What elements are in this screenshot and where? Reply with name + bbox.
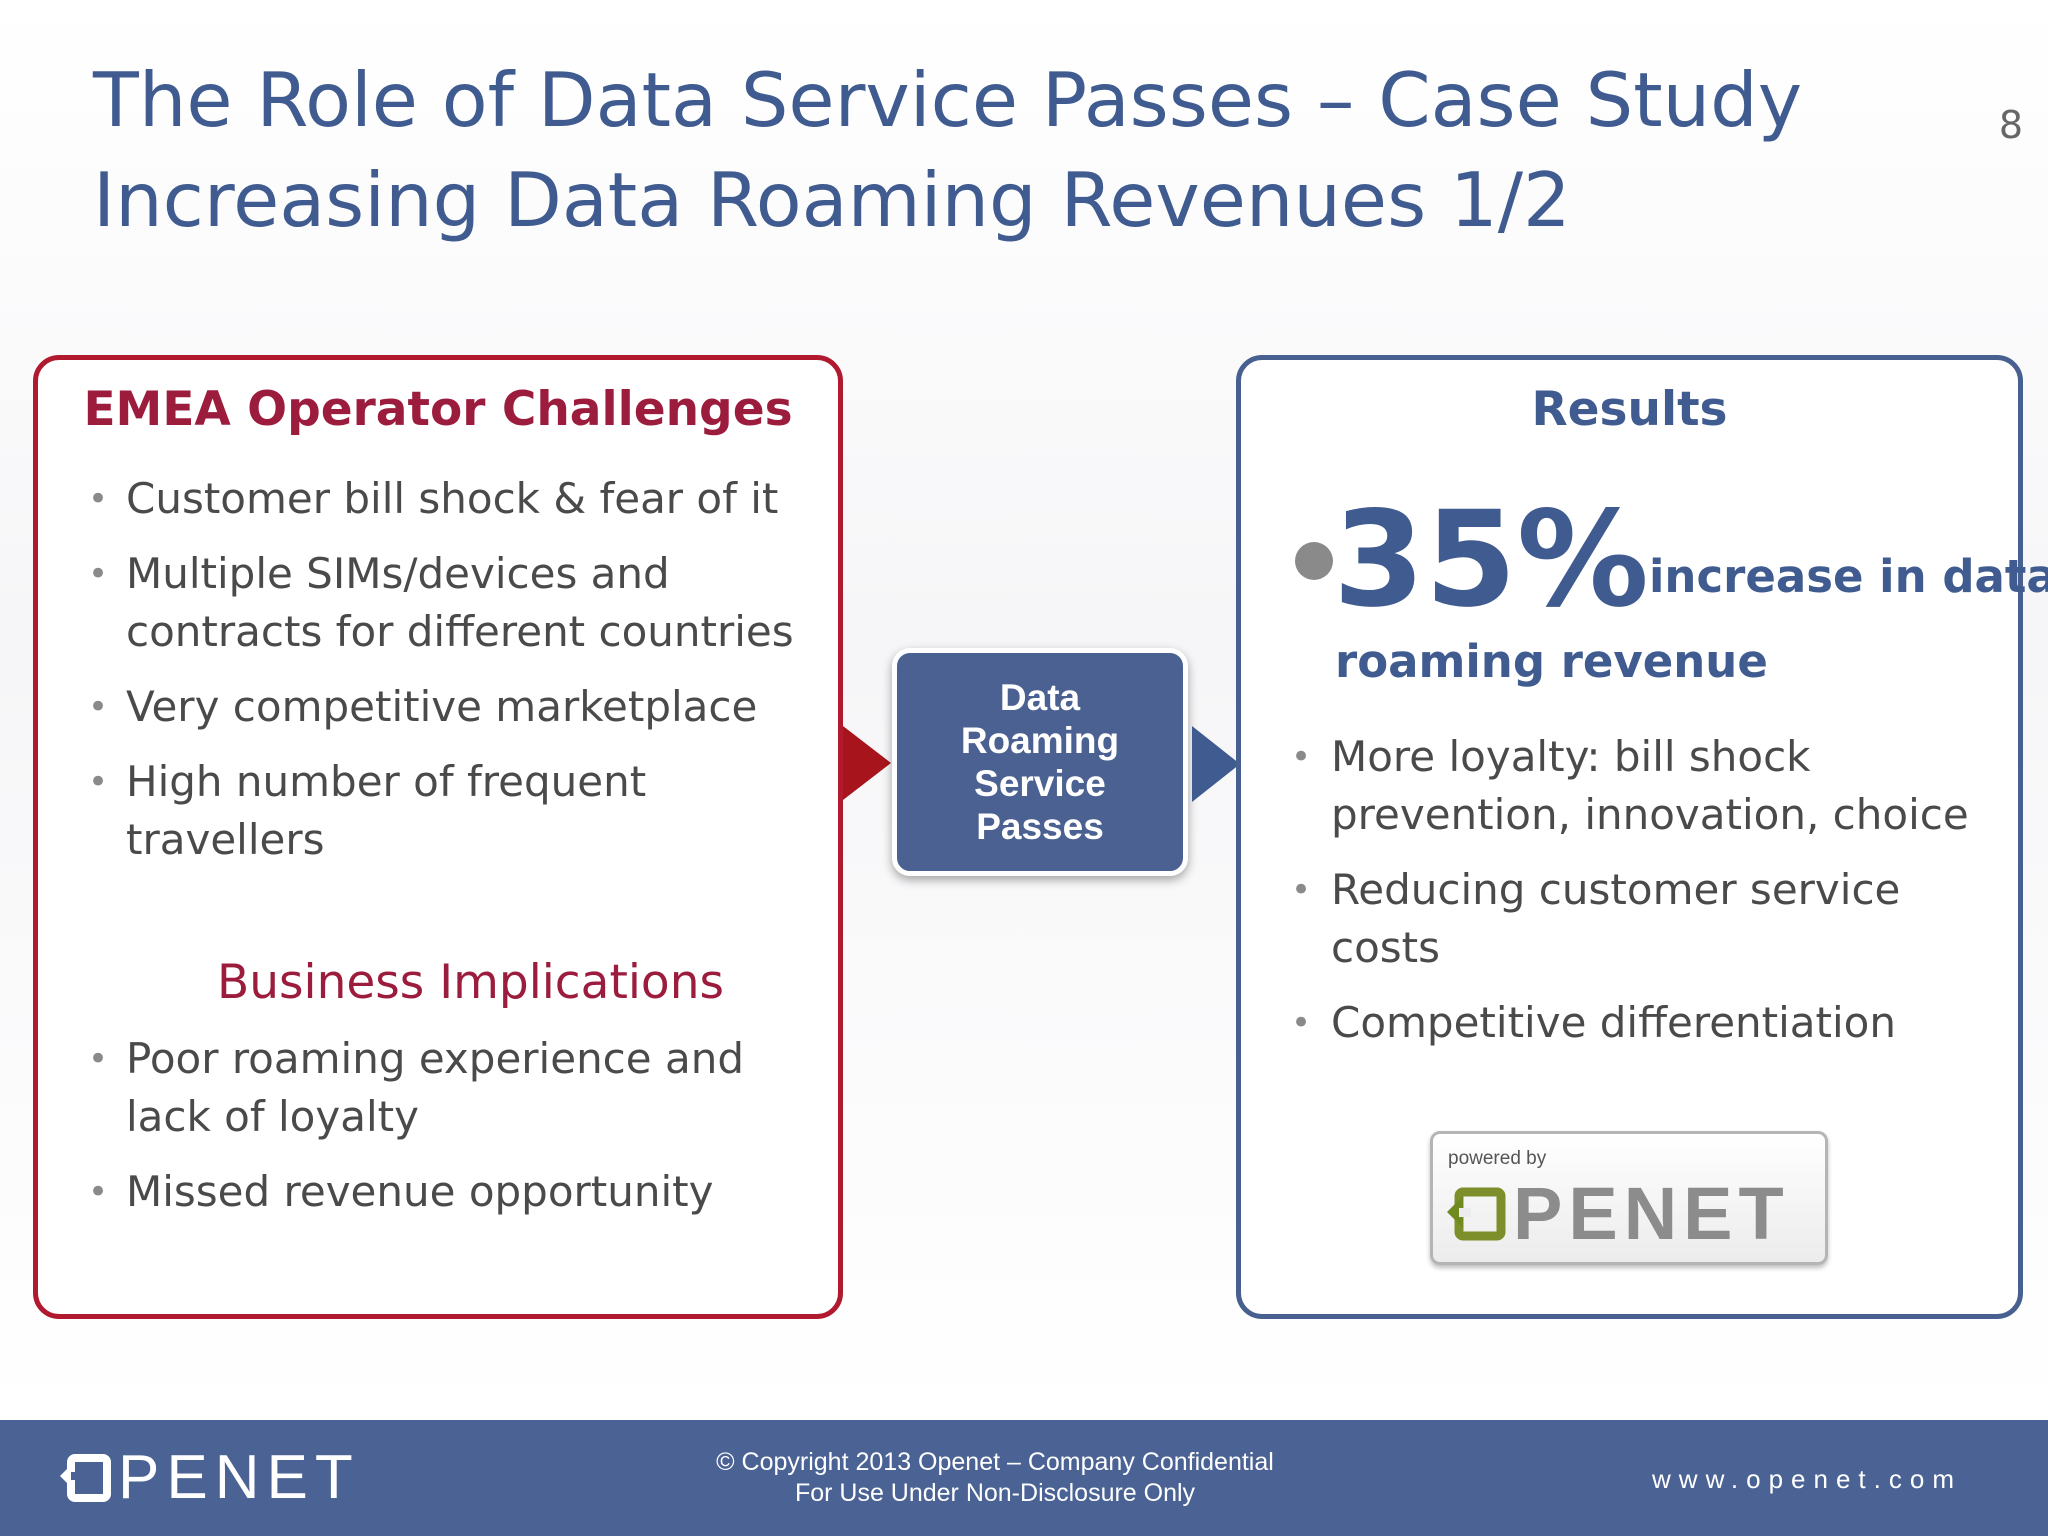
bullet-icon: • [88, 1172, 109, 1212]
footer-wordmark: PENET [118, 1443, 360, 1512]
footer-bar: PENET © Copyright 2013 Openet – Company … [0, 1420, 2048, 1536]
list-item-text: High number of frequent travellers [126, 757, 647, 864]
page-number: 8 [1998, 103, 2023, 147]
bullet-icon: • [88, 479, 109, 519]
copyright-line-1: © Copyright 2013 Openet – Company Confid… [716, 1448, 1274, 1476]
challenges-heading: EMEA Operator Challenges [83, 382, 793, 437]
list-item-text: Competitive differentiation [1331, 998, 1896, 1047]
center-line-1: Data [999, 677, 1081, 718]
implications-list: • Poor roaming experience and lack of loy… [38, 1030, 838, 1238]
footer-openet-logo: PENET [58, 1442, 360, 1514]
list-item: • High number of frequent travellers [38, 753, 838, 869]
openet-wordmark: PENET [1513, 1172, 1790, 1255]
list-item-text: Customer bill shock & fear of it [126, 474, 779, 523]
list-item: • More loyalty: bill shock prevention, in… [1241, 728, 2018, 844]
list-item-text: Poor roaming experience and lack of loya… [126, 1034, 744, 1141]
website-url: www.openet.com [1652, 1464, 1962, 1494]
bullet-icon: • [1291, 870, 1312, 910]
highlight-text-1: increase in data [1649, 550, 2048, 603]
challenges-list: • Customer bill shock & fear of it • Multi… [38, 470, 838, 886]
title-line-1: The Role of Data Service Passes – Case S… [93, 56, 1803, 144]
slide-title: The Role of Data Service Passes – Case S… [93, 50, 1893, 250]
bullet-icon [1295, 542, 1333, 580]
data-roaming-service-passes-box: Data Roaming Service Passes [892, 648, 1188, 876]
bullet-icon: • [1291, 737, 1312, 777]
openet-logo: PENET [1445, 1174, 1790, 1254]
results-panel: Results 35% increase in data roaming rev… [1236, 355, 2048, 1319]
bullet-icon: • [88, 762, 109, 802]
list-item: • Reducing customer service costs [1241, 861, 2018, 977]
bullet-icon: • [88, 1039, 109, 1079]
openet-o-icon [1447, 1187, 1506, 1241]
arrow-right-icon-red [843, 726, 891, 800]
list-item: • Customer bill shock & fear of it [38, 470, 838, 528]
bullet-icon: • [88, 554, 109, 594]
list-item-text: Reducing customer service costs [1331, 865, 1901, 972]
bullet-icon: • [88, 687, 109, 727]
powered-by-caption: powered by [1448, 1148, 1547, 1169]
results-list: • More loyalty: bill shock prevention, in… [1241, 728, 2018, 1069]
copyright-line-2: For Use Under Non-Disclosure Only [794, 1479, 1196, 1507]
results-heading: Results [1531, 382, 1728, 437]
title-line-2: Increasing Data Roaming Revenues 1/2 [93, 156, 1571, 244]
list-item-text: Missed revenue opportunity [126, 1167, 714, 1216]
center-line-4: Passes [976, 806, 1104, 847]
implications-heading: Business Implications [217, 955, 724, 1010]
challenges-panel: EMEA Operator Challenges • Customer bill … [33, 355, 843, 1319]
list-item: • Very competitive marketplace [38, 678, 838, 736]
highlight-text-2: roaming revenue [1335, 635, 1768, 688]
list-item-text: More loyalty: bill shock prevention, inn… [1331, 732, 1969, 839]
center-line-2: Roaming [960, 720, 1120, 761]
bullet-icon: • [1291, 1003, 1312, 1043]
highlight-value: 35% [1333, 483, 1649, 637]
center-line-3: Service [974, 763, 1106, 804]
powered-by-badge: powered by PENET [1430, 1131, 1828, 1265]
list-item: • Multiple SIMs/devices and contracts for… [38, 545, 838, 661]
copyright-notice: © Copyright 2013 Openet – Company Confid… [600, 1447, 1390, 1509]
list-item-text: Multiple SIMs/devices and contracts for … [126, 549, 794, 656]
arrow-right-icon-blue [1192, 726, 1240, 802]
list-item: • Competitive differentiation [1241, 994, 2018, 1052]
openet-o-icon [60, 1454, 111, 1502]
list-item: • Poor roaming experience and lack of loy… [38, 1030, 838, 1146]
list-item: • Missed revenue opportunity [38, 1163, 838, 1221]
list-item-text: Very competitive marketplace [126, 682, 758, 731]
